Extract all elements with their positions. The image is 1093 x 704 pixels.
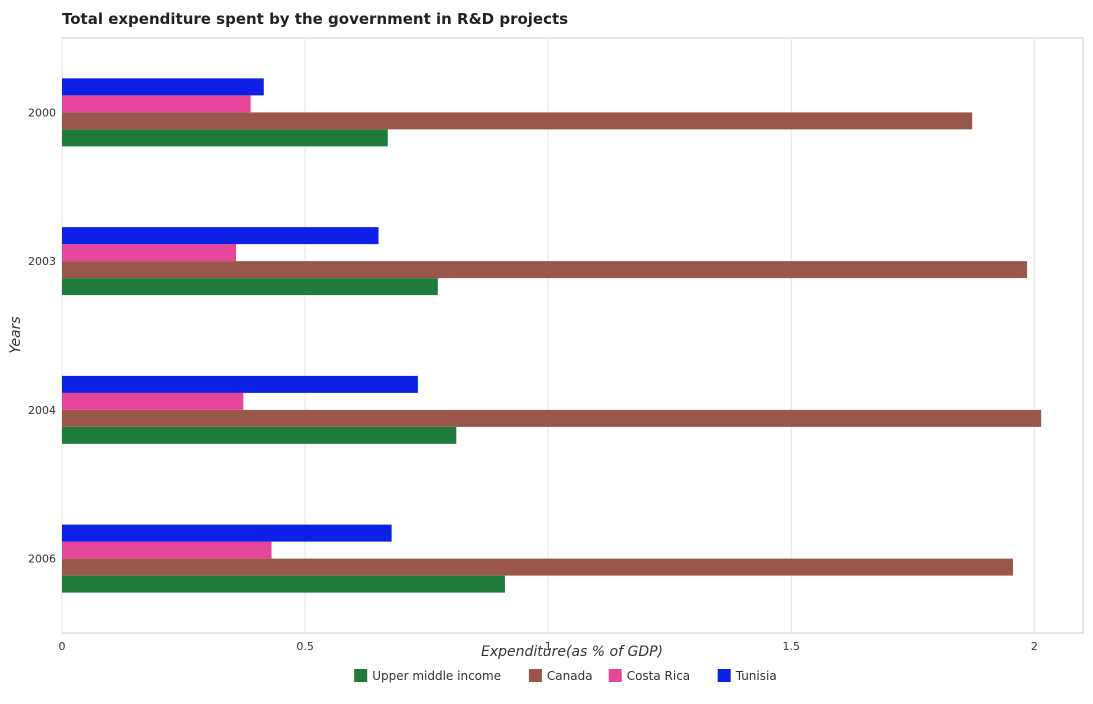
legend-swatch: [608, 669, 622, 682]
y-tick-label: 2006: [28, 553, 56, 566]
bars: [62, 78, 1042, 593]
legend-label: Canada: [547, 669, 593, 683]
y-tick-label: 2003: [28, 255, 56, 268]
bar: [62, 524, 392, 542]
bar: [62, 409, 1042, 427]
legend-label: Tunisia: [735, 669, 777, 683]
bar: [62, 112, 973, 130]
bar: [62, 278, 438, 296]
bar: [62, 375, 418, 393]
bar: [62, 558, 1013, 576]
bar: [62, 95, 251, 113]
chart-title: Total expenditure spent by the governmen…: [62, 10, 568, 28]
legend-swatch: [354, 669, 368, 682]
x-axis-ticks: 0 0.5 1 1.5 2: [59, 640, 1038, 653]
x-tick-label: 1.5: [783, 640, 801, 653]
x-tick-label: 2: [1031, 640, 1038, 653]
x-tick-label: 0: [59, 640, 66, 653]
legend-label: Upper middle income: [372, 669, 501, 683]
x-axis-label: Expenditure(as % of GDP): [481, 644, 663, 660]
bar: [62, 392, 244, 410]
y-axis-label: Years: [8, 316, 24, 353]
bar: [62, 541, 272, 559]
bar: [62, 78, 264, 96]
y-tick-label: 2000: [28, 106, 56, 119]
y-axis-ticks: 2000 2003 2004 2006: [28, 106, 56, 565]
legend-swatch: [528, 669, 542, 682]
y-tick-label: 2004: [28, 404, 56, 417]
bar: [62, 575, 505, 593]
bar: [62, 129, 388, 147]
x-tick-label: 1: [545, 640, 552, 653]
bar: [62, 244, 237, 262]
bar: [62, 227, 379, 245]
x-tick-label: 0.5: [296, 640, 314, 653]
legend-swatch: [717, 669, 731, 682]
bar: [62, 261, 1028, 279]
legend: Upper middle income Canada Costa Rica Tunis…: [354, 669, 777, 683]
bar: [62, 426, 457, 444]
legend-label: Costa Rica: [627, 669, 690, 683]
